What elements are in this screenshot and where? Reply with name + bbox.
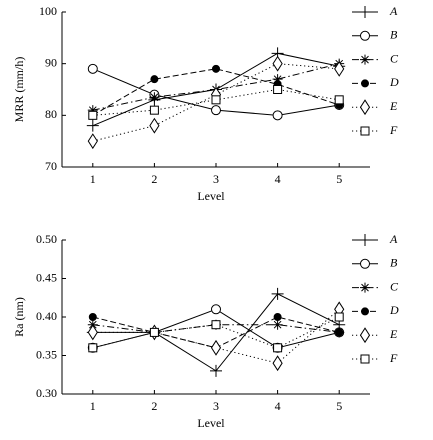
x-tick-label: 2 (151, 399, 157, 413)
marker (149, 327, 159, 337)
legend-label: A (389, 4, 398, 18)
y-tick-label: 0.45 (36, 270, 57, 284)
marker (361, 79, 369, 88)
marker (273, 343, 283, 353)
y-tick-label: 0.35 (36, 347, 57, 361)
marker (149, 92, 160, 103)
marker (360, 282, 370, 293)
marker (334, 60, 345, 77)
marker (212, 64, 220, 73)
marker (88, 313, 97, 321)
marker (359, 234, 371, 246)
marker (87, 63, 98, 74)
x-tick-label: 4 (275, 172, 281, 186)
legend-label: D (389, 303, 399, 317)
marker (272, 74, 283, 85)
legend-label: B (390, 28, 398, 42)
marker (211, 304, 221, 315)
legend-label: E (389, 99, 398, 113)
y-tick-label: 70 (45, 159, 57, 173)
legend-label: F (389, 351, 398, 365)
marker (210, 339, 222, 356)
marker (272, 110, 283, 121)
marker (211, 95, 221, 105)
marker (86, 119, 99, 132)
y-tick-label: 0.50 (36, 232, 57, 246)
marker (360, 354, 370, 364)
x-tick-label: 1 (90, 399, 96, 413)
marker (273, 313, 282, 321)
series-line (92, 63, 340, 111)
marker (334, 95, 344, 105)
legend-label: A (389, 232, 398, 246)
x-tick-label: 5 (336, 172, 342, 186)
legend-label: E (389, 327, 398, 341)
series-line (92, 324, 340, 333)
legend-label: C (390, 279, 399, 293)
y-tick-label: 90 (45, 55, 57, 69)
marker (88, 110, 98, 120)
y-axis-label: MRR (mm/h) (12, 57, 26, 123)
marker (335, 328, 344, 337)
marker (273, 85, 283, 94)
marker (334, 312, 344, 322)
marker (210, 364, 222, 377)
marker (149, 105, 159, 115)
marker (361, 307, 369, 316)
marker (272, 355, 283, 372)
x-tick-label: 5 (336, 399, 342, 413)
marker (360, 30, 370, 41)
marker (149, 117, 160, 134)
marker (88, 343, 98, 353)
marker (360, 54, 370, 65)
marker (359, 99, 371, 116)
x-axis-label: Level (197, 416, 225, 430)
y-axis-label: Ra (nm) (12, 297, 26, 337)
x-tick-label: 2 (151, 172, 157, 186)
marker (150, 75, 159, 84)
marker (211, 105, 221, 116)
marker (87, 324, 98, 341)
x-axis-label: Level (197, 189, 225, 203)
marker (359, 6, 371, 18)
legend-label: F (389, 123, 398, 137)
legend-label: C (390, 51, 399, 65)
y-tick-label: 80 (45, 107, 57, 121)
marker (360, 258, 370, 269)
y-tick-label: 0.40 (36, 309, 57, 323)
x-tick-label: 3 (213, 399, 219, 413)
marker (87, 105, 98, 116)
marker (272, 55, 283, 72)
marker (359, 327, 371, 344)
x-tick-label: 3 (213, 172, 219, 186)
series-line (92, 68, 340, 116)
marker (360, 126, 370, 136)
marker (87, 133, 98, 150)
marker (211, 320, 221, 330)
x-tick-label: 1 (90, 172, 96, 186)
marker (271, 287, 284, 300)
y-tick-label: 100 (39, 4, 57, 18)
legend-label: D (389, 75, 399, 89)
x-tick-label: 4 (275, 399, 281, 413)
marker (272, 319, 283, 330)
y-tick-label: 0.30 (36, 386, 57, 400)
legend-label: B (390, 256, 398, 270)
